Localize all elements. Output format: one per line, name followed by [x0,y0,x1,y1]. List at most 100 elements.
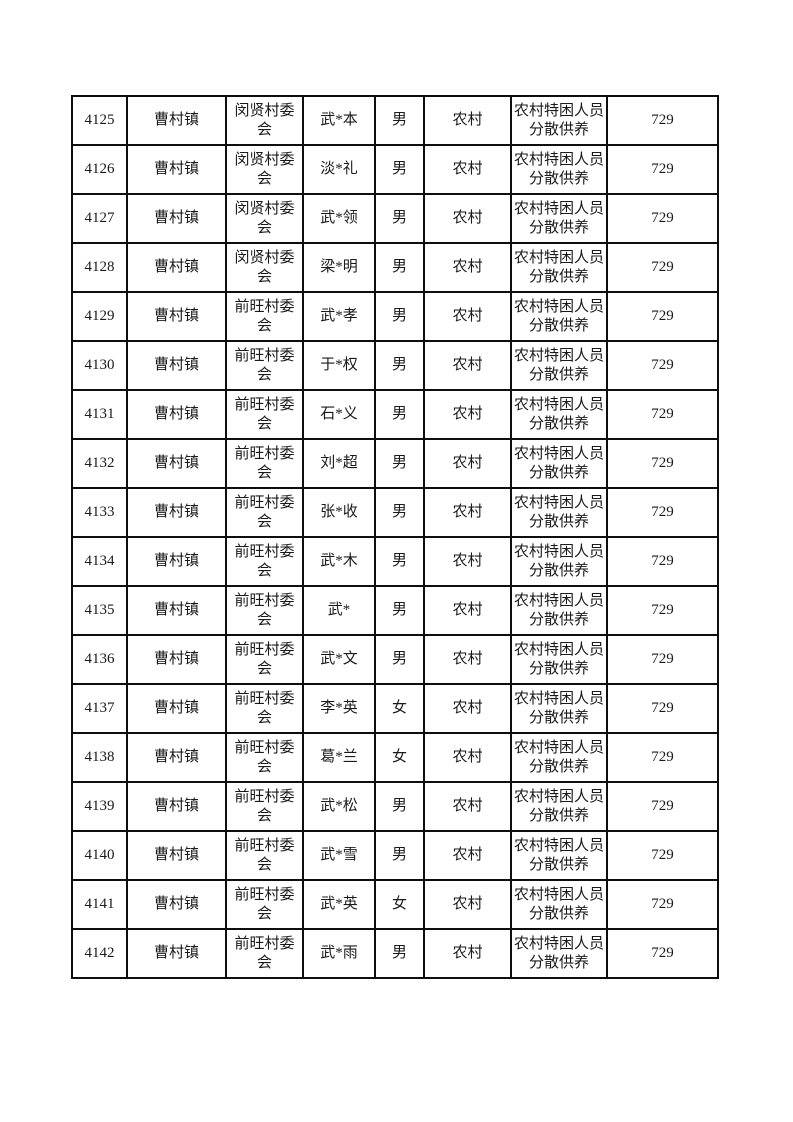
cell-person-name: 于*权 [302,340,376,391]
cell-amount: 729 [606,389,719,440]
cell-town: 曹村镇 [126,193,227,244]
cell-area-type: 农村 [423,438,512,489]
cell-amount: 729 [606,585,719,636]
cell-support-category: 农村特困人员分散供养 [510,634,608,685]
cell-support-category: 农村特困人员分散供养 [510,340,608,391]
cell-town: 曹村镇 [126,438,227,489]
table-row: 4126 曹村镇 闵贤村委会 淡*礼男农村 农村特困人员分散供养 729 [71,144,719,195]
table-row: 4138 曹村镇 前旺村委会 葛*兰女农村 农村特困人员分散供养 729 [71,732,719,783]
cell-gender: 男 [374,95,425,146]
cell-person-name: 武*孝 [302,291,376,342]
cell-area-type: 农村 [423,144,512,195]
cell-person-name: 武*雨 [302,928,376,979]
cell-serial-number: 4137 [71,683,128,734]
cell-serial-number: 4134 [71,536,128,587]
cell-village-committee: 前旺村委会 [225,732,304,783]
cell-serial-number: 4140 [71,830,128,881]
cell-person-name: 武*雪 [302,830,376,881]
table-row: 4127 曹村镇 闵贤村委会 武*领男农村 农村特困人员分散供养 729 [71,193,719,244]
benefits-roster-table: 4125 曹村镇 闵贤村委会 武*本男农村 农村特困人员分散供养 729 4126 曹村镇 闵贤… [71,95,719,979]
cell-amount: 729 [606,242,719,293]
table-row: 4129 曹村镇 前旺村委会 武*孝男农村 农村特困人员分散供养 729 [71,291,719,342]
cell-village-committee: 闵贤村委会 [225,193,304,244]
cell-gender: 男 [374,487,425,538]
cell-amount: 729 [606,683,719,734]
cell-support-category: 农村特困人员分散供养 [510,144,608,195]
cell-gender: 男 [374,389,425,440]
cell-village-committee: 前旺村委会 [225,536,304,587]
cell-person-name: 武*英 [302,879,376,930]
cell-gender: 女 [374,683,425,734]
table-row: 4133 曹村镇 前旺村委会 张*收男农村 农村特困人员分散供养 729 [71,487,719,538]
cell-amount: 729 [606,193,719,244]
cell-area-type: 农村 [423,830,512,881]
cell-amount: 729 [606,879,719,930]
cell-amount: 729 [606,340,719,391]
cell-village-committee: 前旺村委会 [225,389,304,440]
cell-town: 曹村镇 [126,781,227,832]
cell-village-committee: 前旺村委会 [225,291,304,342]
cell-village-committee: 前旺村委会 [225,585,304,636]
cell-town: 曹村镇 [126,291,227,342]
cell-village-committee: 前旺村委会 [225,781,304,832]
cell-area-type: 农村 [423,928,512,979]
cell-village-committee: 前旺村委会 [225,438,304,489]
cell-serial-number: 4125 [71,95,128,146]
cell-town: 曹村镇 [126,389,227,440]
cell-village-committee: 前旺村委会 [225,683,304,734]
cell-gender: 男 [374,585,425,636]
table-row: 4142 曹村镇 前旺村委会 武*雨男农村 农村特困人员分散供养 729 [71,928,719,979]
cell-support-category: 农村特困人员分散供养 [510,242,608,293]
cell-gender: 男 [374,438,425,489]
cell-serial-number: 4141 [71,879,128,930]
cell-person-name: 淡*礼 [302,144,376,195]
cell-support-category: 农村特困人员分散供养 [510,781,608,832]
cell-gender: 男 [374,536,425,587]
cell-village-committee: 闵贤村委会 [225,144,304,195]
table-row: 4130 曹村镇 前旺村委会 于*权男农村 农村特困人员分散供养 729 [71,340,719,391]
cell-serial-number: 4126 [71,144,128,195]
cell-amount: 729 [606,487,719,538]
cell-village-committee: 前旺村委会 [225,487,304,538]
cell-serial-number: 4139 [71,781,128,832]
cell-area-type: 农村 [423,242,512,293]
cell-village-committee: 闵贤村委会 [225,242,304,293]
cell-person-name: 刘*超 [302,438,376,489]
cell-person-name: 李*英 [302,683,376,734]
cell-serial-number: 4131 [71,389,128,440]
cell-town: 曹村镇 [126,830,227,881]
table-row: 4132 曹村镇 前旺村委会 刘*超男农村 农村特困人员分散供养 729 [71,438,719,489]
cell-person-name: 石*义 [302,389,376,440]
table-row: 4134 曹村镇 前旺村委会 武*木男农村 农村特困人员分散供养 729 [71,536,719,587]
cell-gender: 男 [374,340,425,391]
cell-village-committee: 前旺村委会 [225,879,304,930]
cell-amount: 729 [606,830,719,881]
cell-area-type: 农村 [423,487,512,538]
cell-area-type: 农村 [423,634,512,685]
cell-serial-number: 4127 [71,193,128,244]
cell-town: 曹村镇 [126,242,227,293]
cell-village-committee: 前旺村委会 [225,634,304,685]
cell-person-name: 武* [302,585,376,636]
cell-town: 曹村镇 [126,732,227,783]
cell-town: 曹村镇 [126,879,227,930]
table-row: 4141 曹村镇 前旺村委会 武*英女农村 农村特困人员分散供养 729 [71,879,719,930]
cell-serial-number: 4136 [71,634,128,685]
cell-serial-number: 4132 [71,438,128,489]
cell-support-category: 农村特困人员分散供养 [510,389,608,440]
cell-person-name: 武*文 [302,634,376,685]
table-row: 4136 曹村镇 前旺村委会 武*文男农村 农村特困人员分散供养 729 [71,634,719,685]
table-row: 4135 曹村镇 前旺村委会 武* 男农村 农村特困人员分散供养 729 [71,585,719,636]
cell-town: 曹村镇 [126,487,227,538]
table-row: 4137 曹村镇 前旺村委会 李*英女农村 农村特困人员分散供养 729 [71,683,719,734]
cell-area-type: 农村 [423,95,512,146]
cell-town: 曹村镇 [126,634,227,685]
cell-serial-number: 4128 [71,242,128,293]
cell-support-category: 农村特困人员分散供养 [510,732,608,783]
cell-support-category: 农村特困人员分散供养 [510,879,608,930]
cell-area-type: 农村 [423,781,512,832]
cell-serial-number: 4129 [71,291,128,342]
cell-gender: 男 [374,928,425,979]
table-row: 4139 曹村镇 前旺村委会 武*松男农村 农村特困人员分散供养 729 [71,781,719,832]
cell-gender: 男 [374,144,425,195]
